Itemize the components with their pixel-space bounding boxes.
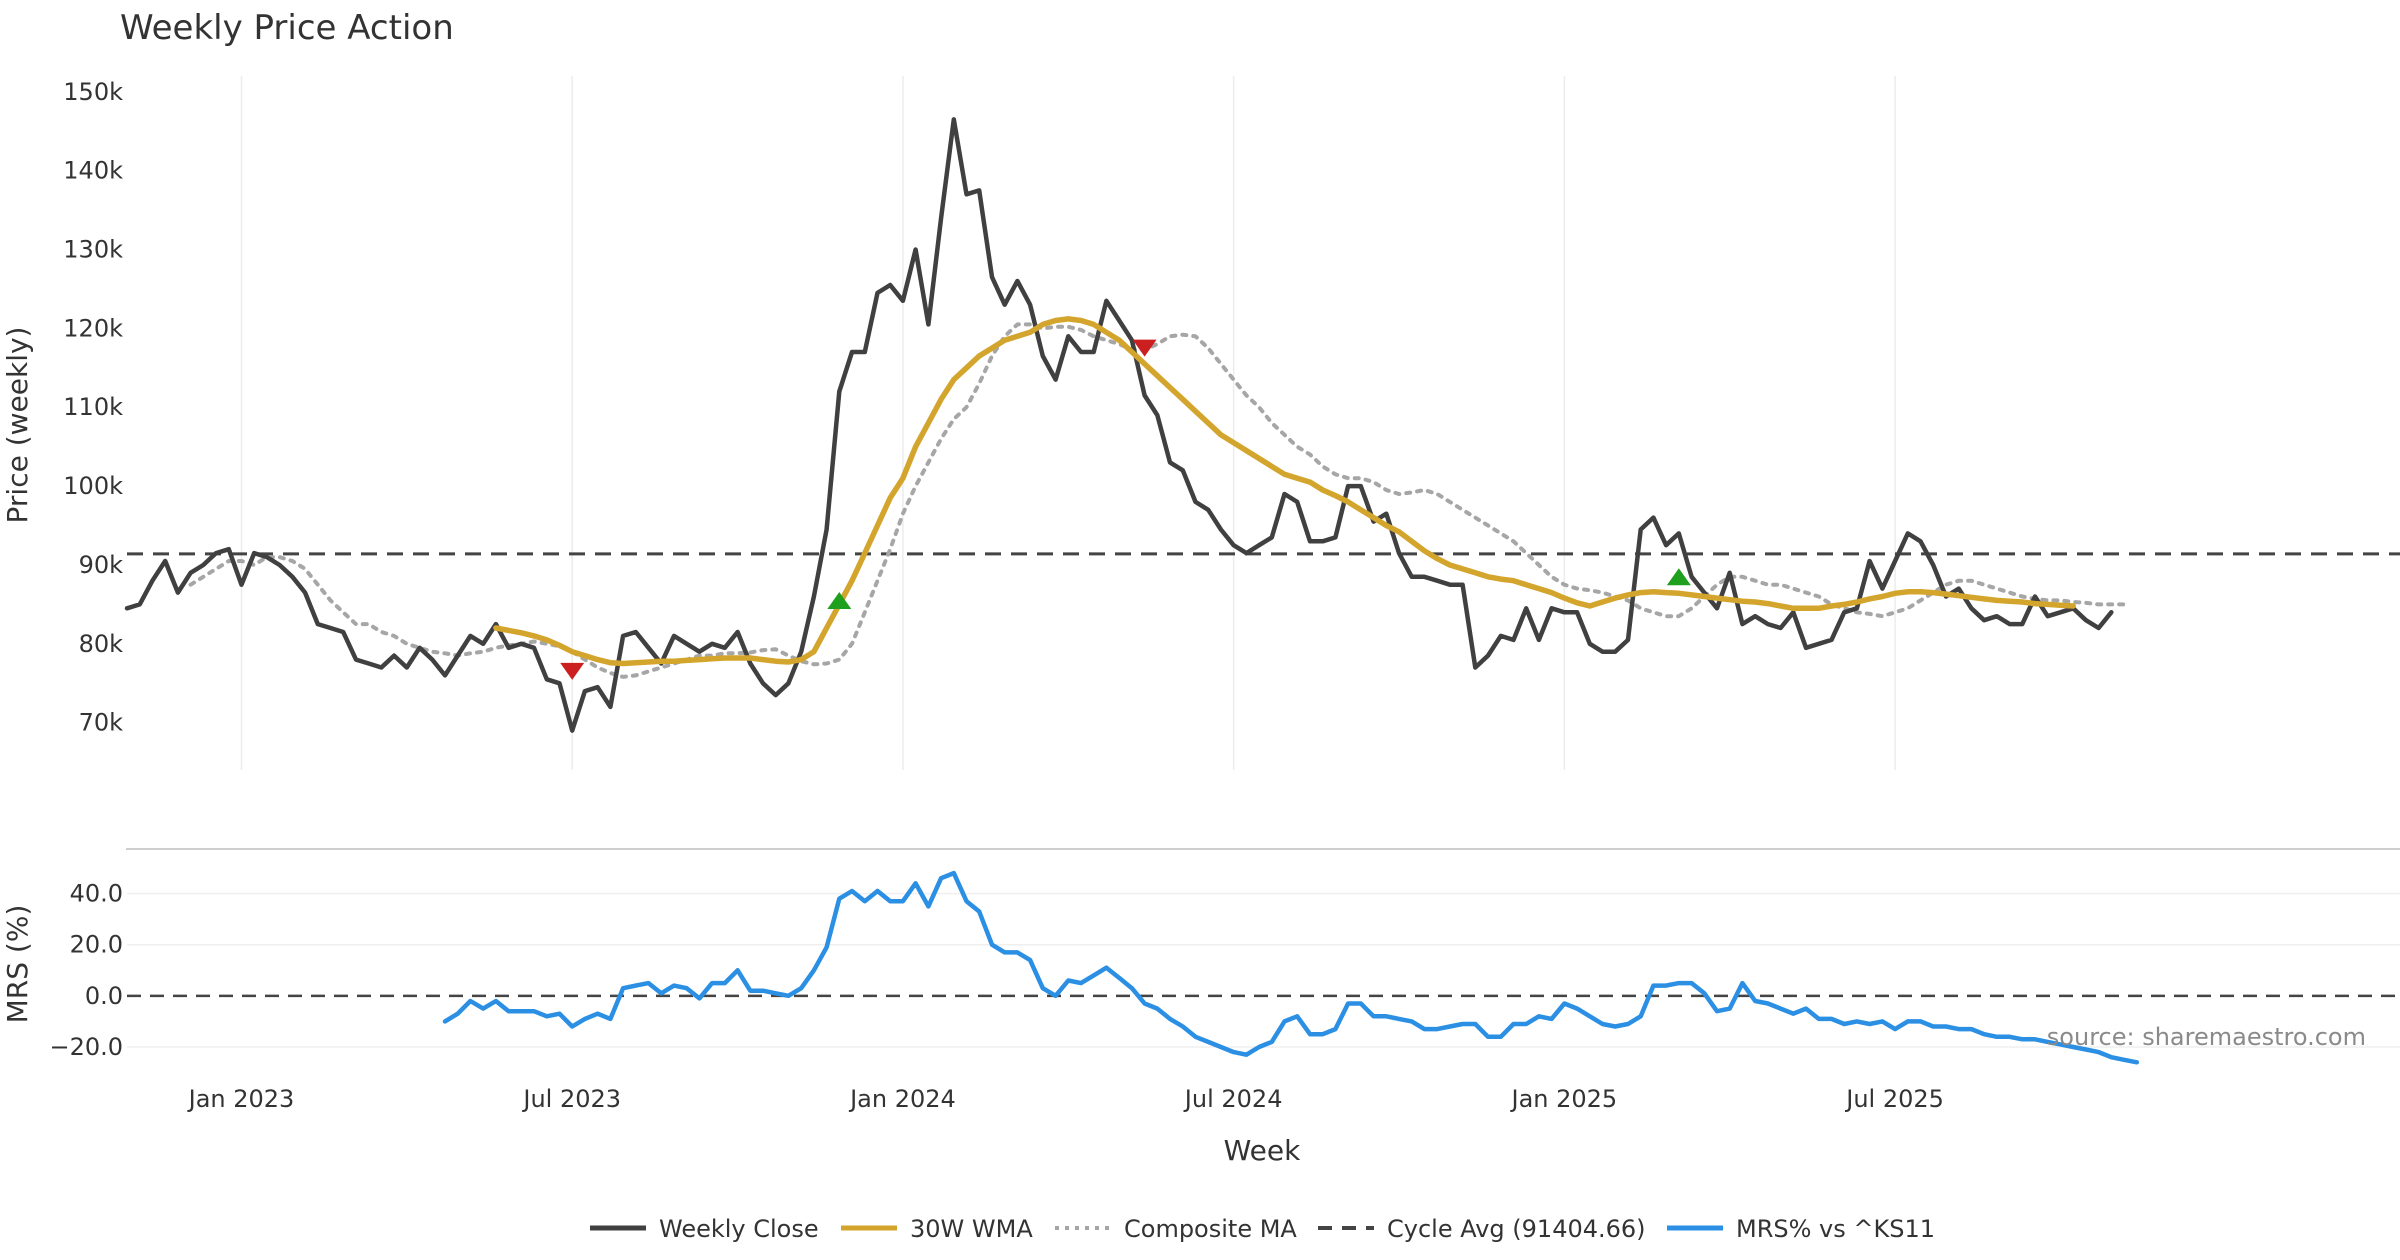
buy-signal-marker <box>827 591 852 609</box>
price-y-axis-label: Price (weekly) <box>1 327 34 524</box>
price-y-tick-label: 150k <box>63 78 123 106</box>
legend-item: 30W WMA <box>841 1215 1033 1243</box>
price-y-tick-label: 70k <box>79 709 124 737</box>
legend-label: MRS% vs ^KS11 <box>1736 1215 1935 1243</box>
price-y-tick-label: 90k <box>79 551 124 579</box>
x-tick-label: Jan 2023 <box>187 1085 295 1113</box>
price-y-tick-label: 130k <box>63 236 123 264</box>
legend-item: MRS% vs ^KS11 <box>1667 1215 1935 1243</box>
chart-title: Weekly Price Action <box>120 8 454 48</box>
sell-signal-marker <box>560 662 585 680</box>
x-tick-label: Jul 2024 <box>1183 1085 1283 1113</box>
price-y-ticks: 70k 80k 90k 100k 110k 120k 130k 140k 150k <box>63 78 123 737</box>
mrs-y-tick-label: −20.0 <box>49 1033 123 1061</box>
x-tick-label: Jan 2025 <box>1510 1085 1618 1113</box>
price-y-tick-label: 100k <box>63 472 123 500</box>
mrs-series <box>442 870 2140 1065</box>
weekly-close-line <box>124 117 2114 733</box>
legend-label: Weekly Close <box>659 1215 819 1243</box>
legend-label: 30W WMA <box>910 1215 1033 1243</box>
mrs-y-axis-label: MRS (%) <box>1 905 34 1024</box>
price-y-tick-label: 110k <box>63 393 123 421</box>
price-grid <box>240 76 1896 770</box>
mrs-y-ticks: −20.0 0.0 20.0 40.0 <box>49 880 123 1061</box>
legend: Weekly Close 30W WMA Composite MA Cycle Avg… <box>590 1215 1935 1243</box>
signal-markers <box>560 339 1691 680</box>
buy-signal-marker <box>1666 568 1691 586</box>
mrs-y-tick-label: 20.0 <box>70 931 123 959</box>
legend-item: Cycle Avg (91404.66) <box>1318 1215 1646 1243</box>
price-y-tick-label: 120k <box>63 314 123 342</box>
legend-label: Cycle Avg (91404.66) <box>1387 1215 1646 1243</box>
price-series <box>124 117 2126 733</box>
x-axis-ticks: Jan 2023 Jul 2023 Jan 2024 Jul 2024 Jan 2025… <box>187 1085 1944 1113</box>
mrs-line <box>442 870 2140 1065</box>
x-tick-label: Jan 2024 <box>848 1085 956 1113</box>
price-y-tick-label: 80k <box>79 630 124 658</box>
mrs-y-tick-label: 40.0 <box>70 880 123 908</box>
x-axis-title: Week <box>1224 1134 1301 1167</box>
sell-signal-marker <box>1132 339 1157 357</box>
legend-item: Composite MA <box>1055 1215 1297 1243</box>
x-tick-label: Jul 2025 <box>1844 1085 1944 1113</box>
source-note: source: sharemaestro.com <box>2047 1023 2366 1051</box>
wma-30w-line <box>493 316 2076 667</box>
legend-label: Composite MA <box>1124 1215 1297 1243</box>
mrs-y-tick-label: 0.0 <box>85 982 123 1010</box>
legend-item: Weekly Close <box>590 1215 819 1243</box>
price-y-tick-label: 140k <box>63 157 123 185</box>
x-tick-label: Jul 2023 <box>521 1085 621 1113</box>
